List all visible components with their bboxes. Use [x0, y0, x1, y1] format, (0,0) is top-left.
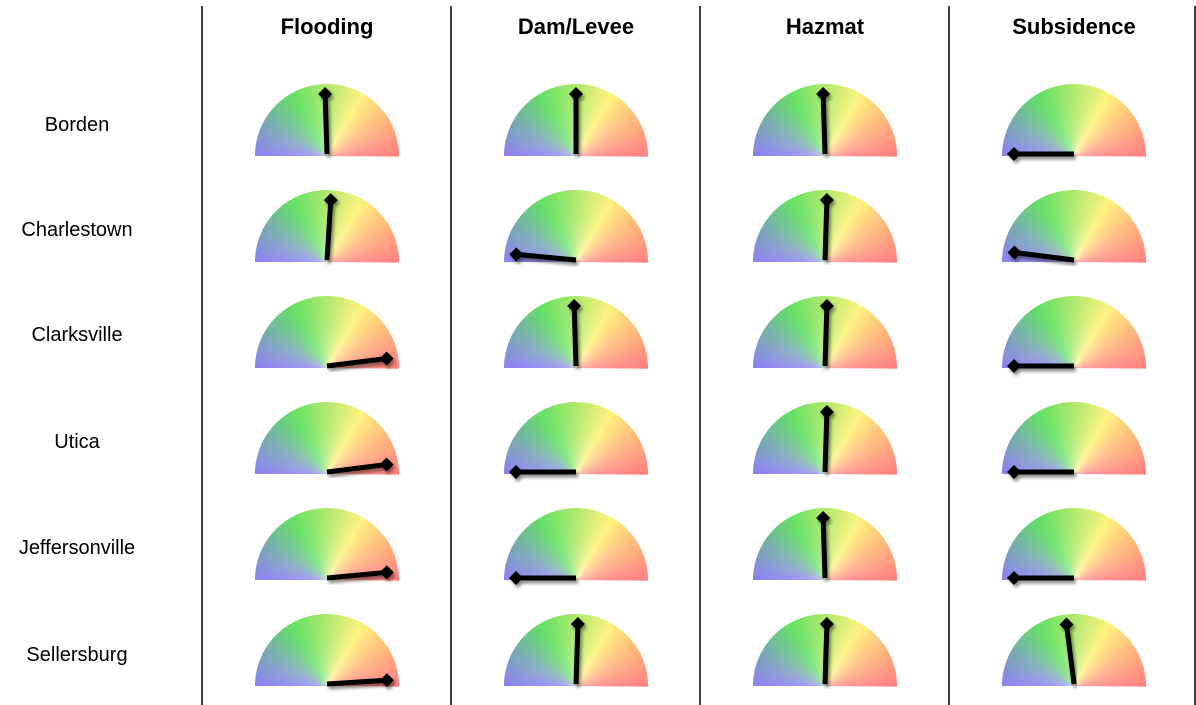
row-label-borden: Borden	[45, 114, 110, 136]
column-header-hazmat: Hazmat	[786, 14, 865, 39]
gauge-sellersburg-subsidence	[1002, 613, 1147, 687]
gauge-center-glow	[1002, 508, 1146, 580]
gauge-needle	[323, 193, 338, 261]
column-header-subsidence: Subsidence	[1012, 14, 1135, 39]
gauge-center-glow	[255, 402, 399, 474]
gauge-needle	[1007, 245, 1075, 263]
row-label-charlestown: Charlestown	[21, 219, 132, 241]
column-header-dam-levee: Dam/Levee	[518, 14, 634, 39]
gauge-center-glow	[504, 402, 648, 474]
gauge-needle	[508, 570, 576, 586]
gauge-charlestown-subsidence	[1002, 189, 1147, 263]
gauge-needle	[318, 87, 333, 155]
gauge-utica-flooding	[255, 401, 400, 475]
gauge-needle	[508, 464, 576, 480]
gauge-needle	[326, 457, 394, 475]
gauge-sellersburg-dam-levee	[504, 613, 649, 687]
gauge-center-glow	[1002, 84, 1146, 156]
row-label-clarksville: Clarksville	[31, 324, 122, 346]
gauge-center-glow	[255, 614, 399, 686]
gauge-utica-hazmat	[752, 401, 898, 475]
gauge-borden-dam-levee	[504, 83, 649, 157]
gauge-charlestown-hazmat	[752, 189, 898, 263]
gauge-center-glow	[1002, 402, 1146, 474]
gauge-borden-subsidence	[1002, 83, 1147, 162]
row-label-sellersburg: Sellersburg	[26, 644, 127, 666]
gauge-charlestown-dam-levee	[504, 189, 649, 263]
gauge-jeffersonville-subsidence	[1002, 507, 1147, 586]
gauge-needle	[1059, 617, 1077, 685]
column-headers: Flooding Dam/Levee Hazmat Subsidence	[281, 14, 1136, 39]
gauge-needle	[819, 617, 834, 685]
gauge-needle	[816, 511, 831, 579]
gauge-needle	[570, 617, 585, 685]
gauge-clarksville-dam-levee	[504, 295, 649, 369]
gauge-center-glow	[1002, 190, 1146, 262]
gauge-needle	[819, 299, 834, 367]
gauge-jeffersonville-dam-levee	[504, 507, 649, 586]
gauge-needle	[819, 405, 834, 473]
row-label-utica: Utica	[54, 431, 100, 453]
gauge-center-glow	[1002, 614, 1146, 686]
gauge-center-glow	[255, 508, 399, 580]
gauge-clarksville-flooding	[255, 295, 400, 369]
gauge-center-glow	[255, 296, 399, 368]
gauge-sellersburg-flooding	[255, 613, 400, 688]
gauge-center-glow	[1002, 296, 1146, 368]
column-header-flooding: Flooding	[281, 14, 374, 39]
gauge-needle	[326, 351, 394, 369]
gauge-needle	[509, 247, 577, 263]
gauge-charlestown-flooding	[255, 189, 400, 263]
gauge-utica-subsidence	[1002, 401, 1147, 480]
gauge-jeffersonville-hazmat	[752, 507, 898, 581]
column-dividers	[201, 6, 1196, 705]
gauge-needle	[567, 299, 582, 367]
gauge-utica-dam-levee	[504, 401, 649, 480]
gauge-center-glow	[504, 190, 648, 262]
gauge-clarksville-subsidence	[1002, 295, 1147, 374]
row-labels: Borden Charlestown Clarksville Utica Jef…	[19, 114, 135, 666]
gauge-needle	[1006, 570, 1074, 586]
gauge-clarksville-hazmat	[752, 295, 898, 369]
gauge-center-glow	[504, 508, 648, 580]
row-label-jeffersonville: Jeffersonville	[19, 537, 135, 559]
gauge-needle	[1006, 464, 1074, 480]
gauge-needle	[1006, 358, 1074, 374]
gauge-borden-flooding	[255, 83, 400, 157]
gauge-borden-hazmat	[752, 83, 898, 157]
gauge-jeffersonville-flooding	[255, 507, 400, 581]
gauges	[255, 83, 1147, 688]
gauge-sellersburg-hazmat	[752, 613, 898, 687]
